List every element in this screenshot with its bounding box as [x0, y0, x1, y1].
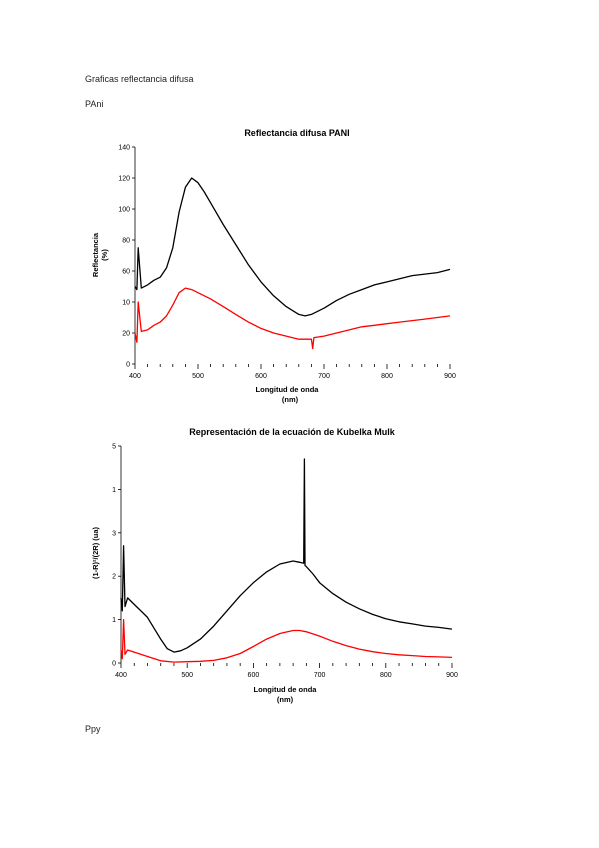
document-heading: Graficas reflectancia difusa — [85, 74, 194, 84]
chart1-x-tick-label: 500 — [192, 373, 204, 380]
chart1-y-tick-label: 10 — [122, 300, 130, 307]
chart1-y-tick-label: 80 — [122, 238, 130, 245]
chart2-x-tick-label: 600 — [248, 672, 260, 679]
chart1-y-tick-label: 0 — [126, 362, 130, 369]
chart1-y-tick-label: 20 — [122, 331, 130, 338]
chart1-xlabel: Longitud de onda — [256, 385, 320, 394]
chart2-y-tick-label: 1 — [112, 487, 116, 494]
chart2-y-tick-label: 1 — [112, 617, 116, 624]
chart2-y-tick-label: 0 — [112, 661, 116, 668]
chart1-x-tick-label: 400 — [129, 373, 141, 380]
chart1-series-line-1 — [134, 287, 451, 350]
chart2-x-tick-label: 400 — [115, 672, 127, 679]
chart1-series — [134, 177, 451, 350]
chart1-y-tick-label: 60 — [122, 269, 130, 276]
section-label-pani: PAni — [85, 99, 104, 109]
chart-reflectancia: Reflectancia difusa PANI Longitud de ond… — [91, 128, 456, 404]
section-label-ppy: Ppy — [85, 724, 101, 734]
chart2-axes: 0 1 2 3 1 5 400 500 600 700 800 900 — [112, 444, 458, 680]
chart2-y-tick-label: 3 — [112, 530, 116, 537]
chart1-x-tick-label: 700 — [318, 373, 330, 380]
chart1-x-tick-label: 600 — [255, 373, 267, 380]
chart1-ylabel-unit: (%) — [100, 249, 109, 261]
chart2-xlabel: Longitud de onda — [254, 685, 318, 694]
chart2-y-tick-label: 2 — [112, 574, 116, 581]
chart1-y-tick-label: 120 — [118, 176, 130, 183]
chart1-series-line-0 — [134, 177, 451, 317]
chart1-ylabel: Reflectancia — [91, 232, 100, 277]
chart2-y-tick-label: 5 — [112, 444, 116, 451]
chart2-series-line-0 — [120, 458, 453, 653]
chart2-series-line-1 — [120, 618, 453, 663]
chart1-xlabel-unit: (nm) — [282, 395, 299, 404]
chart1-title: Reflectancia difusa PANI — [244, 128, 349, 138]
chart1-y-tick-label: 140 — [118, 145, 130, 152]
chart2-x-tick-label: 700 — [314, 672, 326, 679]
chart2-x-tick-label: 500 — [181, 672, 193, 679]
chart1-axes: 0 20 10 60 80 100 120 140 400 500 600 700 800 900 — [118, 145, 456, 381]
chart2-series — [120, 458, 453, 663]
chart2-x-tick-label: 900 — [446, 672, 458, 679]
chart1-x-tick-label: 900 — [444, 373, 456, 380]
chart2-title: Representación de la ecuación de Kubelka… — [189, 427, 396, 437]
chart1-x-tick-label: 800 — [381, 373, 393, 380]
chart2-xlabel-unit: (nm) — [277, 695, 294, 704]
chart2-ylabel: (1-R)²/(2R) (ua) — [91, 526, 100, 579]
chart-kubelka: Representación de la ecuación de Kubelka… — [91, 427, 458, 704]
chart2-x-tick-label: 800 — [380, 672, 392, 679]
chart1-y-tick-label: 100 — [118, 207, 130, 214]
